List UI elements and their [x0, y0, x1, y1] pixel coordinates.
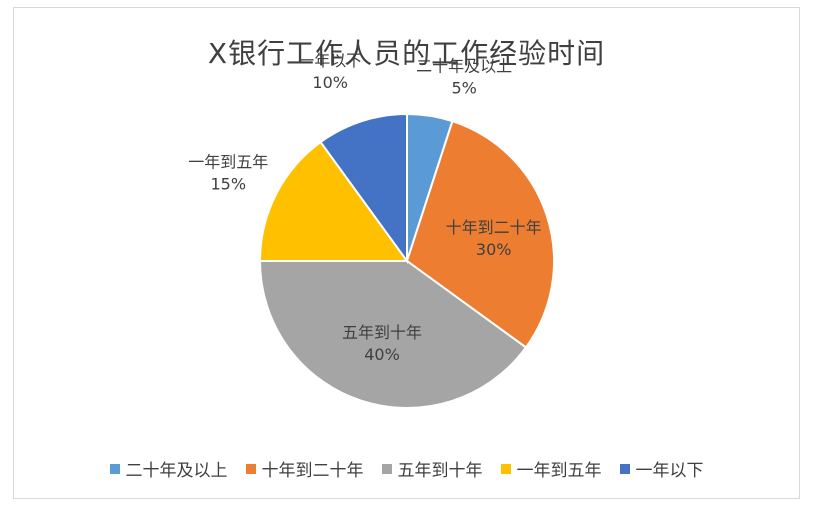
legend-item: 十年到二十年	[245, 456, 364, 481]
data-label-category: 五年到十年	[342, 323, 422, 342]
legend-swatch	[500, 463, 511, 474]
pie-slice	[319, 112, 408, 265]
pie-slice	[405, 119, 555, 349]
data-label-value: 30%	[476, 240, 512, 259]
legend-swatch	[619, 463, 630, 474]
legend-label: 一年以下	[635, 461, 704, 481]
legend-label: 二十年及以上	[125, 461, 228, 481]
legend-item: 一年以下	[619, 456, 704, 481]
pie-chart: 二十年及以上 5% 十年到二十年 30% 五年到十年 40% 一年到五年 15% 一年以下 10%	[188, 51, 555, 409]
chart-title: X银行工作人员的工作经验时间	[207, 37, 606, 70]
legend-swatch	[109, 463, 120, 474]
legend-item: 一年到五年	[500, 456, 602, 481]
pie-slice	[258, 140, 409, 262]
data-label-value: 15%	[210, 175, 246, 194]
legend-item: 二十年及以上	[109, 456, 228, 481]
data-label-category: 十年到二十年	[446, 218, 542, 237]
legend-swatch	[381, 463, 392, 474]
data-label-value: 10%	[312, 73, 348, 92]
legend-swatch	[245, 463, 256, 474]
legend-label: 五年到十年	[397, 461, 483, 481]
data-label-value: 40%	[364, 345, 400, 364]
legend-item: 五年到十年	[381, 456, 483, 481]
legend: 二十年及以上 十年到二十年 五年到十年 一年到五年 一年以下	[14, 456, 799, 481]
pie-slice	[258, 260, 528, 409]
data-label-value: 5%	[451, 79, 476, 98]
legend-label: 一年到五年	[516, 461, 602, 481]
data-label-category: 二十年及以上	[416, 57, 512, 76]
data-label-category: 一年以下	[298, 51, 362, 70]
chart-frame: X银行工作人员的工作经验时间 二十年及以上 5% 十年到二十年 30% 五年到十年 40%…	[13, 7, 800, 499]
data-label-category: 一年到五年	[188, 153, 268, 172]
legend-label: 十年到二十年	[261, 461, 364, 481]
